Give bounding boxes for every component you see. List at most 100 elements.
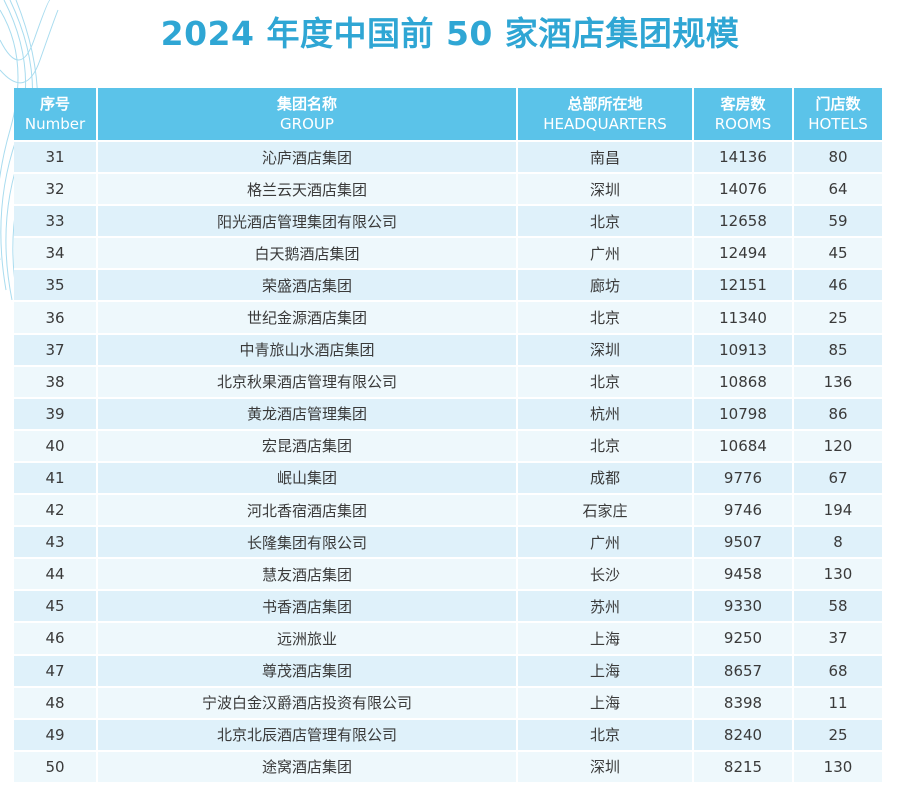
cell-rooms: 9507 (694, 527, 794, 560)
cell-headquarters: 上海 (518, 687, 694, 720)
cell-hotels: 37 (794, 623, 882, 656)
cell-rooms: 14076 (694, 174, 794, 207)
table-row: 50 途窝酒店集团 深圳 8215 130 (14, 751, 882, 784)
cell-number: 37 (14, 334, 98, 367)
cell-group: 书香酒店集团 (98, 591, 518, 624)
cell-number: 31 (14, 142, 98, 175)
cell-group: 沁庐酒店集团 (98, 142, 518, 175)
header-headquarters-en: HEADQUARTERS (543, 115, 667, 133)
cell-headquarters: 北京 (518, 366, 694, 399)
header-hotels: 门店数 HOTELS (794, 88, 882, 142)
cell-number: 38 (14, 366, 98, 399)
table-body: 31 沁庐酒店集团 南昌 14136 80 32 格兰云天酒店集团 深圳 14076 64 33… (14, 142, 882, 784)
cell-number: 36 (14, 302, 98, 335)
cell-headquarters: 杭州 (518, 398, 694, 431)
cell-rooms: 8215 (694, 751, 794, 784)
cell-group: 远洲旅业 (98, 623, 518, 656)
cell-headquarters: 深圳 (518, 751, 694, 784)
cell-rooms: 10913 (694, 334, 794, 367)
cell-rooms: 12494 (694, 238, 794, 271)
cell-headquarters: 上海 (518, 655, 694, 688)
cell-group: 尊茂酒店集团 (98, 655, 518, 688)
cell-headquarters: 长沙 (518, 559, 694, 592)
cell-group: 阳光酒店管理集团有限公司 (98, 206, 518, 239)
table-row: 44 慧友酒店集团 长沙 9458 130 (14, 559, 882, 592)
cell-rooms: 8657 (694, 655, 794, 688)
cell-headquarters: 深圳 (518, 174, 694, 207)
header-group-en: GROUP (280, 115, 334, 133)
header-rooms-zh: 客房数 (720, 95, 766, 113)
cell-group: 北京北辰酒店管理有限公司 (98, 719, 518, 752)
cell-hotels: 67 (794, 462, 882, 496)
cell-group: 格兰云天酒店集团 (98, 174, 518, 207)
table-header: 序号 Number 集团名称 GROUP 总部所在地 HEADQUARTERS … (14, 88, 882, 142)
cell-headquarters: 广州 (518, 527, 694, 560)
cell-headquarters: 苏州 (518, 591, 694, 624)
cell-hotels: 59 (794, 206, 882, 239)
page-title: 2024 年度中国前 50 家酒店集团规模 (160, 14, 740, 53)
header-hotels-zh: 门店数 (815, 95, 861, 113)
cell-rooms: 12151 (694, 270, 794, 303)
cell-hotels: 85 (794, 334, 882, 367)
hotel-group-table: 序号 Number 集团名称 GROUP 总部所在地 HEADQUARTERS … (14, 88, 882, 784)
cell-number: 46 (14, 623, 98, 656)
cell-rooms: 9776 (694, 462, 794, 496)
cell-number: 32 (14, 174, 98, 207)
cell-rooms: 14136 (694, 142, 794, 175)
cell-number: 40 (14, 430, 98, 463)
cell-rooms: 8398 (694, 687, 794, 720)
cell-rooms: 9458 (694, 559, 794, 592)
cell-group: 长隆集团有限公司 (98, 527, 518, 560)
cell-group: 河北香宿酒店集团 (98, 495, 518, 528)
cell-hotels: 68 (794, 655, 882, 688)
header-group: 集团名称 GROUP (98, 88, 518, 142)
table-row: 42 河北香宿酒店集团 石家庄 9746 194 (14, 495, 882, 528)
cell-number: 34 (14, 238, 98, 271)
table-row: 47 尊茂酒店集团 上海 8657 68 (14, 655, 882, 688)
cell-hotels: 25 (794, 302, 882, 335)
cell-hotels: 25 (794, 719, 882, 752)
cell-rooms: 8240 (694, 719, 794, 752)
cell-headquarters: 广州 (518, 238, 694, 271)
cell-headquarters: 廊坊 (518, 270, 694, 303)
table-row: 31 沁庐酒店集团 南昌 14136 80 (14, 142, 882, 175)
cell-hotels: 64 (794, 174, 882, 207)
cell-hotels: 80 (794, 142, 882, 175)
table-row: 40 宏昆酒店集团 北京 10684 120 (14, 430, 882, 463)
cell-hotels: 45 (794, 238, 882, 271)
cell-hotels: 11 (794, 687, 882, 720)
cell-group: 世纪金源酒店集团 (98, 302, 518, 335)
cell-number: 39 (14, 398, 98, 431)
cell-group: 北京秋果酒店管理有限公司 (98, 366, 518, 399)
cell-number: 33 (14, 206, 98, 239)
header-number-zh: 序号 (39, 95, 70, 113)
cell-hotels: 8 (794, 527, 882, 560)
header-rooms-en: ROOMS (714, 115, 772, 133)
cell-number: 42 (14, 495, 98, 528)
cell-rooms: 9330 (694, 591, 794, 624)
cell-rooms: 12658 (694, 206, 794, 239)
table-row: 45 书香酒店集团 苏州 9330 58 (14, 591, 882, 624)
cell-headquarters: 石家庄 (518, 495, 694, 528)
cell-hotels: 136 (794, 366, 882, 399)
cell-headquarters: 北京 (518, 206, 694, 239)
header-group-zh: 集团名称 (276, 95, 337, 113)
cell-group: 宁波白金汉爵酒店投资有限公司 (98, 687, 518, 720)
cell-hotels: 120 (794, 430, 882, 463)
cell-headquarters: 北京 (518, 302, 694, 335)
cell-group: 荣盛酒店集团 (98, 270, 518, 303)
cell-headquarters: 北京 (518, 719, 694, 752)
cell-group: 白天鹅酒店集团 (98, 238, 518, 271)
header-number-en: Number (24, 115, 86, 133)
cell-number: 43 (14, 527, 98, 560)
cell-hotels: 46 (794, 270, 882, 303)
cell-number: 49 (14, 719, 98, 752)
cell-hotels: 130 (794, 559, 882, 592)
cell-headquarters: 上海 (518, 623, 694, 656)
cell-number: 48 (14, 687, 98, 720)
cell-number: 47 (14, 655, 98, 688)
table-row: 48 宁波白金汉爵酒店投资有限公司 上海 8398 11 (14, 687, 882, 720)
cell-group: 途窝酒店集团 (98, 751, 518, 784)
cell-headquarters: 北京 (518, 430, 694, 463)
